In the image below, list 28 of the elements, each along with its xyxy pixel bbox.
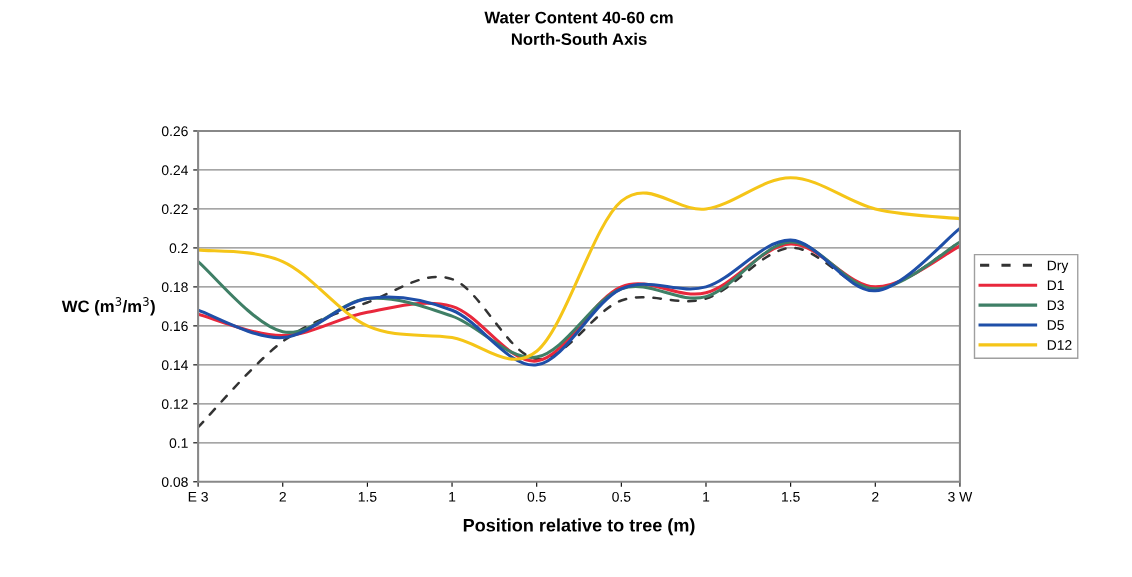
legend-label: D5 (1047, 320, 1064, 331)
x-tick-label: 2 (872, 491, 879, 502)
x-tick-label: 0.5 (612, 491, 631, 502)
x-tick-label: 1 (703, 492, 710, 502)
x-tick-label: 3 W (948, 491, 973, 502)
y-tick-label: 0.1 (169, 438, 188, 448)
legend-label: Dry (1047, 260, 1069, 274)
x-tick-label: 0.5 (527, 491, 546, 502)
y-tick-label: 0.24 (161, 165, 188, 176)
x-tick-label: 1 (449, 492, 456, 502)
y-tick-label: 0.12 (161, 399, 188, 410)
x-tick-label: 1.5 (358, 492, 377, 502)
x-tick-label: E 3 (188, 491, 208, 502)
y-tick-label: 0.22 (161, 204, 188, 215)
chart-title: Water Content 40-60 cm North-South Axis (484, 11, 673, 46)
y-tick-label: 0.2 (169, 243, 188, 254)
y-tick-label: 0.14 (161, 360, 188, 371)
legend-label: D1 (1047, 280, 1064, 291)
x-tick-label: 2 (279, 491, 286, 502)
y-tick-label: 0.16 (161, 321, 188, 332)
x-axis-title: Position relative to tree (m) (463, 518, 695, 536)
legend-label: D3 (1047, 300, 1064, 311)
y-tick-label: 0.26 (161, 126, 188, 137)
legend-label: D12 (1047, 340, 1072, 350)
y-axis-title: WC (m$^{3}$/m$^{3}$) (61, 297, 155, 316)
x-tick-label: 1.5 (782, 492, 800, 502)
y-tick-label: 0.18 (161, 282, 188, 293)
y-tick-label: 0.08 (161, 477, 188, 487)
